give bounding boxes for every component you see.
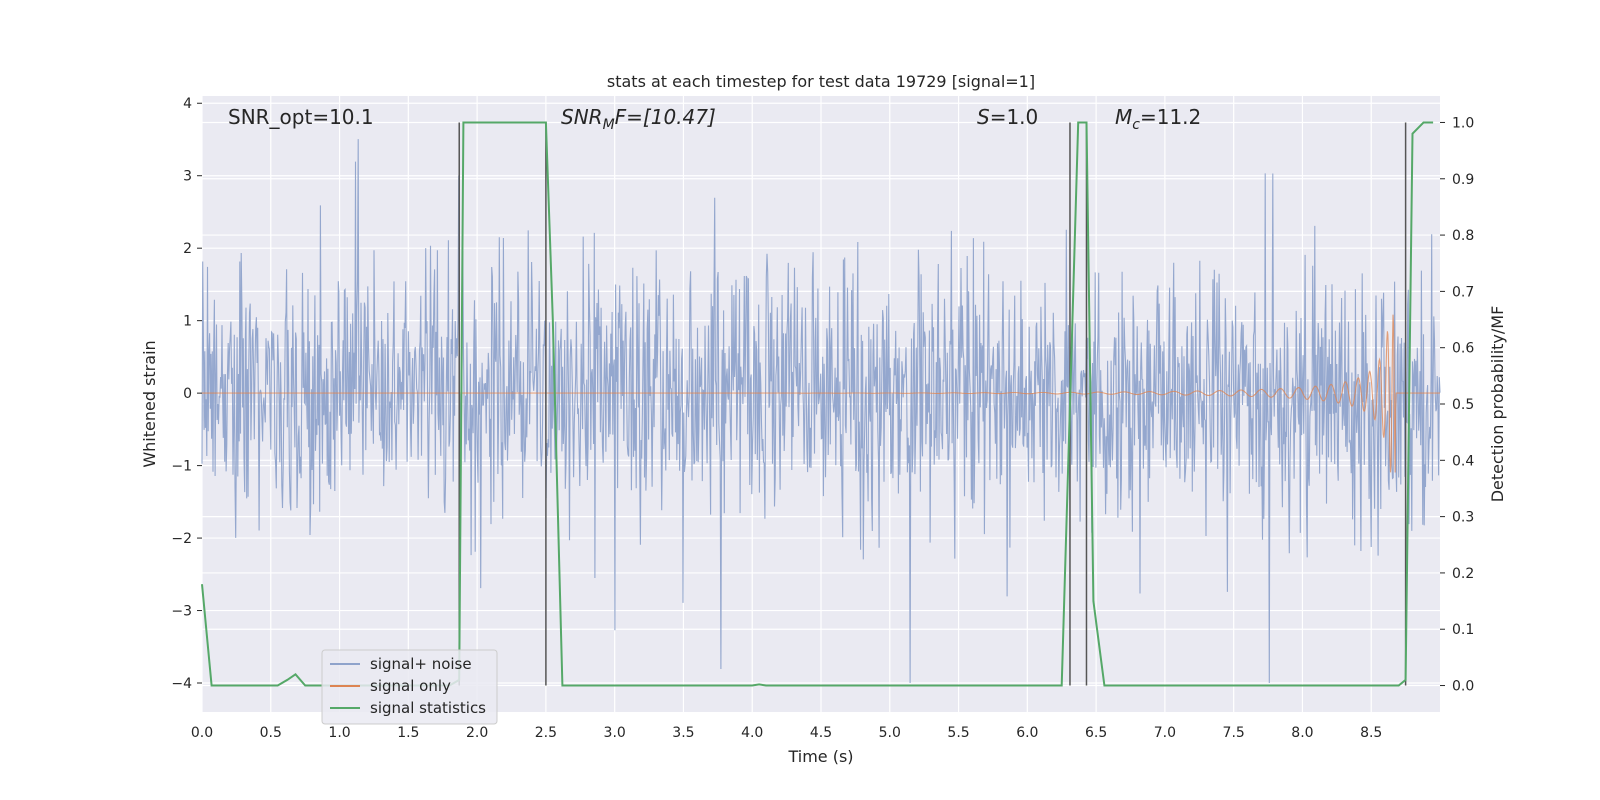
legend-box: [321, 649, 498, 725]
legend-label-signal: signal only: [370, 677, 451, 695]
y-tick-label: 2: [183, 241, 192, 257]
y-tick-labels: 4 3 2 1 0 −1 −2 −3 −4: [171, 96, 202, 692]
x-tick-label: 1.5: [397, 725, 419, 741]
annotation-snr-opt: SNR_opt=10.1: [228, 105, 374, 129]
annotation-snr-mf: SNRMF=[10.47]: [561, 105, 716, 133]
x-tick-label: 2.0: [466, 725, 488, 741]
y2-tick-label: 0.6: [1452, 341, 1474, 357]
x-tick-label: 8.5: [1360, 725, 1382, 741]
y-tick-label: −4: [171, 676, 192, 692]
x-tick-label: 0.0: [191, 725, 213, 741]
x-tick-label: 6.0: [1016, 725, 1038, 741]
x-tick-label: 5.0: [879, 725, 901, 741]
legend: signal+ noise signal only signal statist…: [321, 649, 498, 725]
signal-statistics-line: [201, 121, 1434, 687]
y2-tick-label: 1.0: [1452, 115, 1474, 131]
y2-tick-label: 0.7: [1452, 284, 1474, 300]
x-tick-label: 4.0: [741, 725, 763, 741]
y-tick-label: 4: [183, 96, 192, 112]
y2-tick-label: 0.8: [1452, 228, 1474, 244]
y-tick-label: −3: [171, 604, 192, 620]
annotation-s: S=1.0: [977, 105, 1038, 129]
y2-tick-label: 0.0: [1452, 679, 1474, 695]
signal-noise-series: [201, 139, 1441, 684]
annotation-mc: Mc=11.2: [1115, 105, 1201, 133]
chart-title: stats at each timestep for test data 197…: [607, 72, 1035, 91]
y2-tick-label: 0.4: [1452, 453, 1474, 469]
y-tick-label: −2: [171, 531, 192, 547]
x-tick-label: 4.5: [810, 725, 832, 741]
y-tick-label: 0: [183, 386, 192, 402]
y2-tick-labels: 1.0 0.9 0.8 0.7 0.6 0.5 0.4 0.3 0.2 0.1 0.0: [1440, 115, 1474, 695]
x-tick-label: 2.5: [535, 725, 557, 741]
x-tick-label: 7.0: [1154, 725, 1176, 741]
y-tick-label: −1: [171, 459, 192, 475]
y-tick-label: 3: [183, 169, 192, 185]
x-tick-label: 7.5: [1223, 725, 1245, 741]
x-tick-label: 1.0: [328, 725, 350, 741]
y2-tick-label: 0.3: [1452, 510, 1474, 526]
y-axis-label: Whitened strain: [140, 340, 159, 467]
x-tick-labels: 0.0 0.5 1.0 1.5 2.0 2.5 3.0 3.5 4.0 4.5 5.0 5.5 6.0 6…: [191, 725, 1382, 741]
x-tick-label: 3.5: [672, 725, 694, 741]
y-tick-label: 1: [183, 314, 192, 330]
x-tick-label: 8.0: [1291, 725, 1313, 741]
x-axis-label: Time (s): [787, 747, 853, 766]
y2-tick-label: 0.1: [1452, 622, 1474, 638]
signal-statistics-series: [201, 121, 1434, 687]
signal-only-series: [202, 314, 1440, 473]
legend-label-stats: signal statistics: [370, 699, 486, 717]
x-tick-label: 0.5: [260, 725, 282, 741]
y2-tick-label: 0.2: [1452, 566, 1474, 582]
y2-tick-label: 0.9: [1452, 172, 1474, 188]
x-tick-label: 3.0: [604, 725, 626, 741]
y2-tick-label: 0.5: [1452, 397, 1474, 413]
signal-only-line: [202, 314, 1440, 473]
x-tick-label: 5.5: [947, 725, 969, 741]
signal-noise-line: [201, 139, 1441, 684]
x-tick-label: 6.5: [1085, 725, 1107, 741]
y2-axis-label: Detection probability/MF: [1488, 306, 1507, 503]
legend-label-noise: signal+ noise: [370, 655, 472, 673]
